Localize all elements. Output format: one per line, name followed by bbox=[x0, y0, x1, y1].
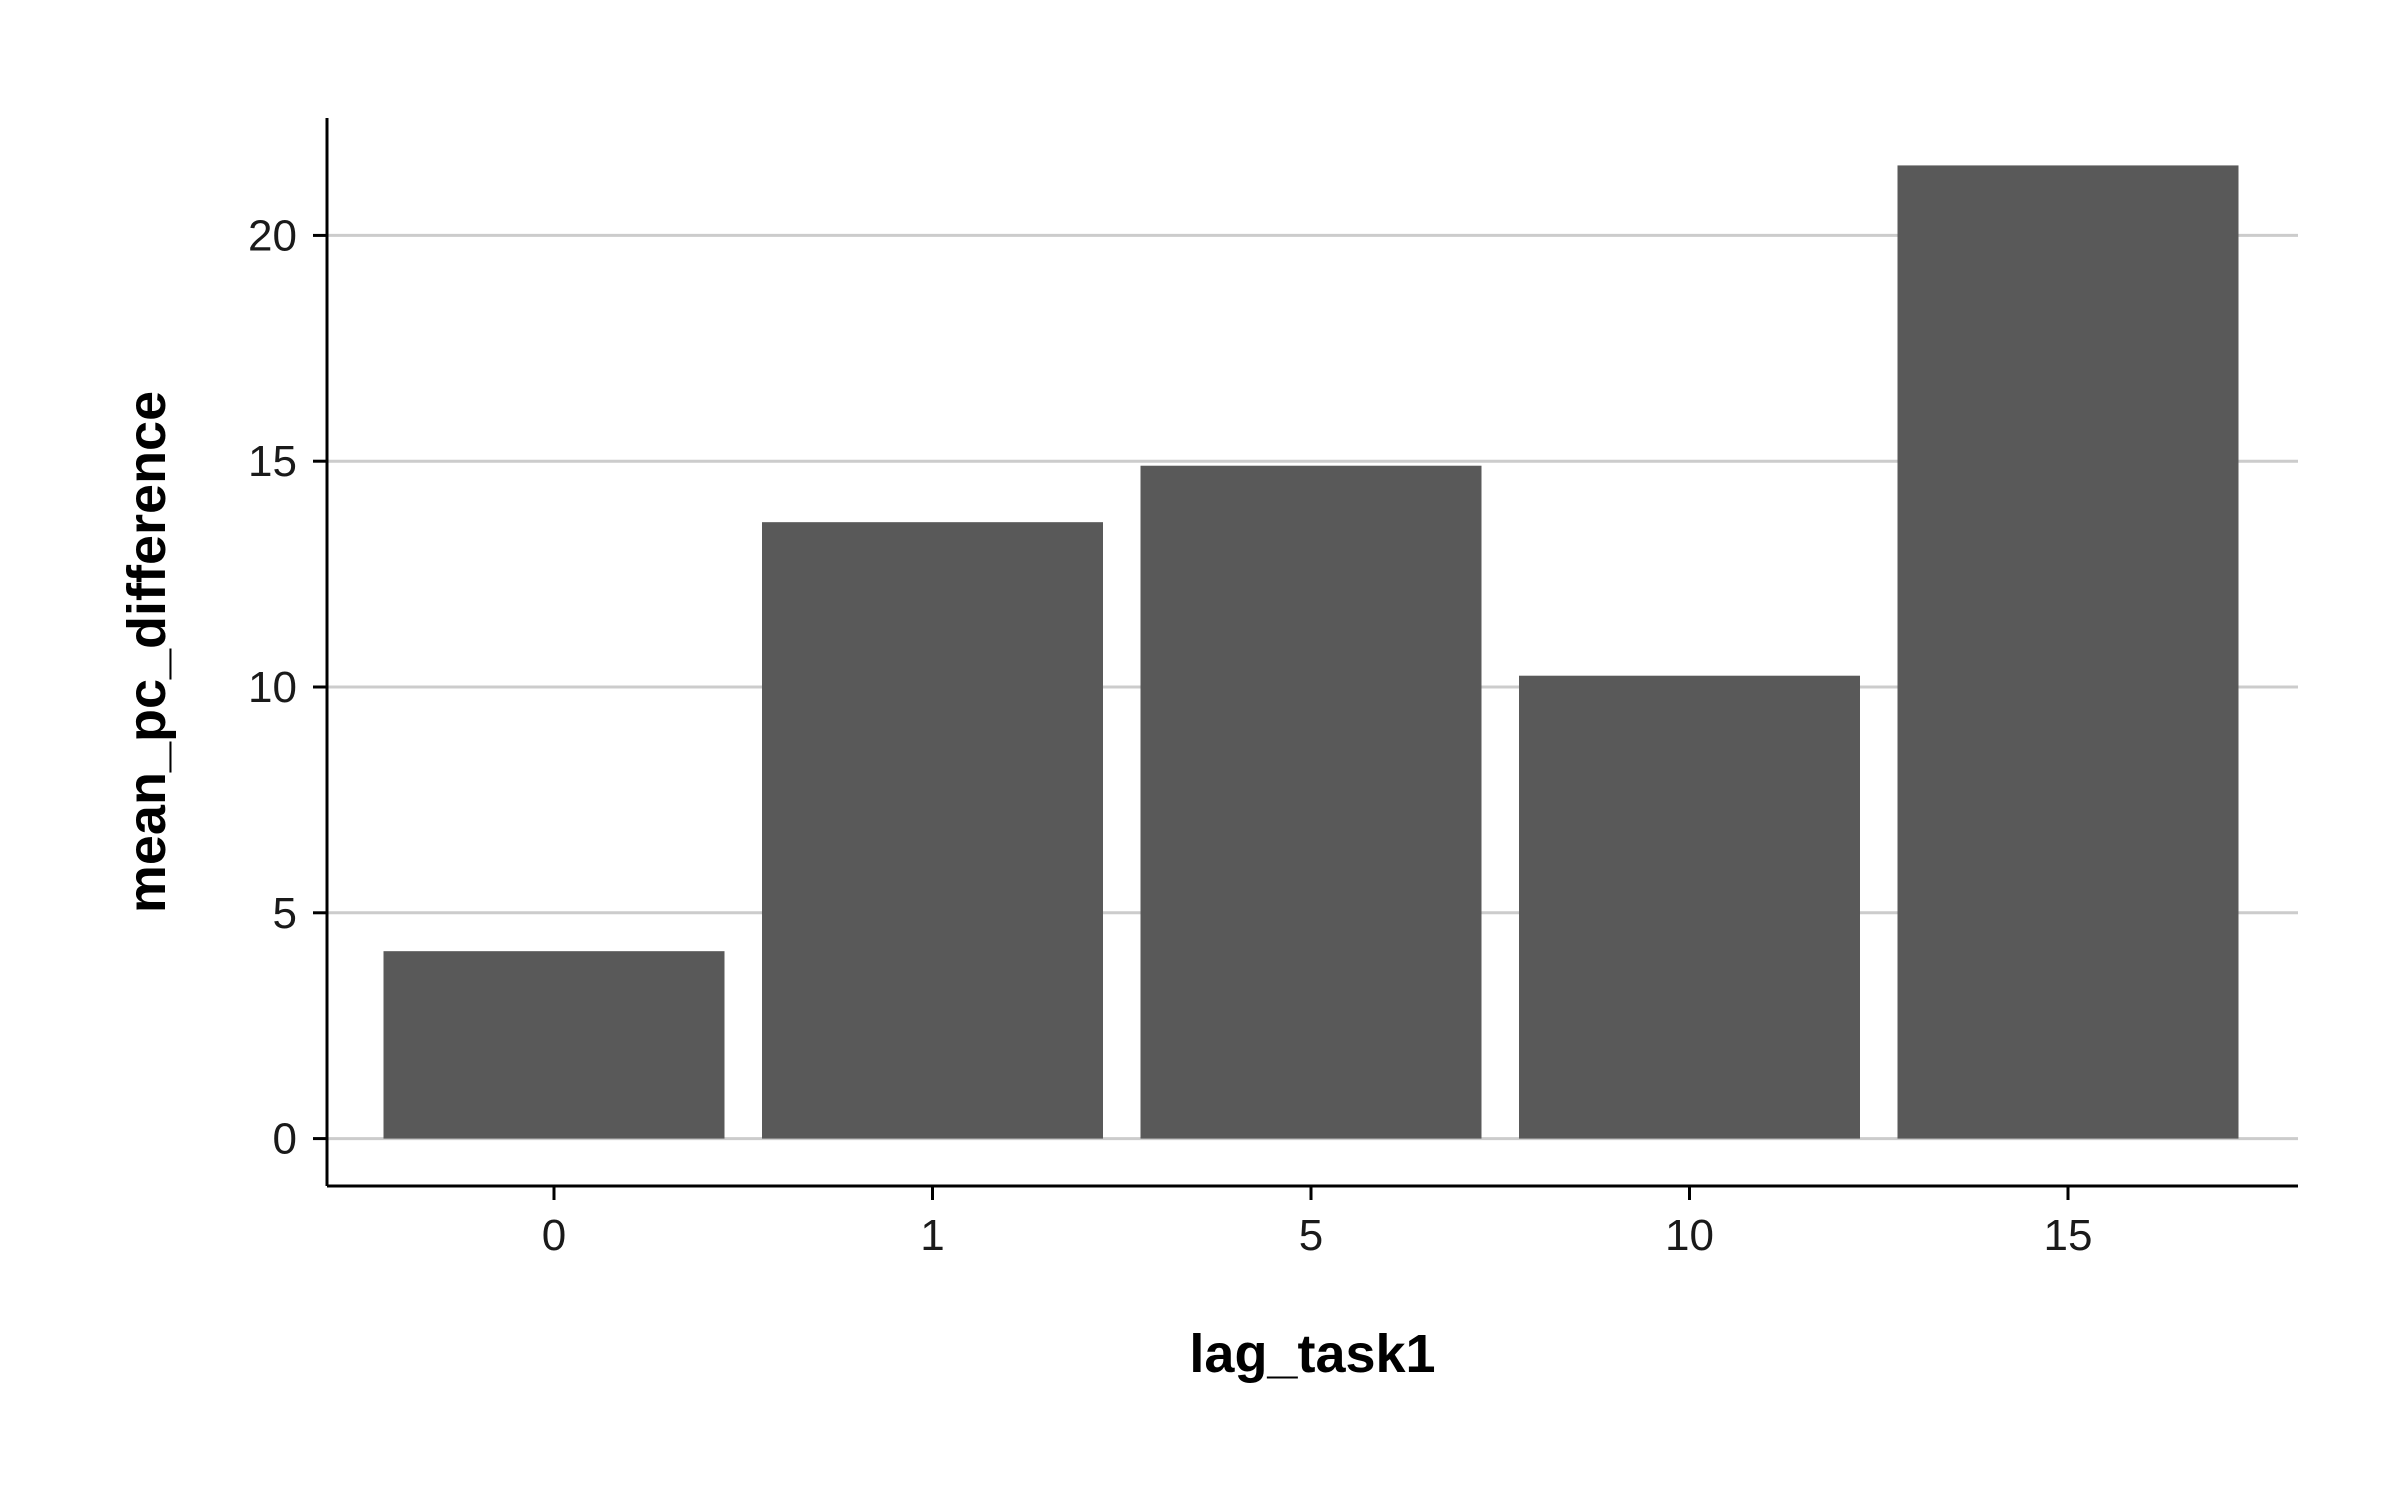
x-tick-label-5: 5 bbox=[1299, 1211, 1323, 1260]
bar-1 bbox=[762, 522, 1103, 1139]
y-tick-label-15: 15 bbox=[248, 437, 297, 486]
x-axis-ticks: 0 1 5 10 15 bbox=[542, 1186, 2093, 1260]
x-tick-label-15: 15 bbox=[2044, 1211, 2093, 1260]
y-axis-ticks: 0 5 10 15 20 bbox=[248, 211, 327, 1164]
x-axis-title: lag_task1 bbox=[1189, 1324, 1435, 1384]
bar-10 bbox=[1519, 675, 1860, 1139]
bar-0 bbox=[383, 951, 725, 1139]
x-tick-label-1: 1 bbox=[920, 1211, 944, 1260]
y-axis-title: mean_pc_difference bbox=[117, 391, 177, 913]
bar-5 bbox=[1140, 465, 1482, 1139]
x-tick-label-10: 10 bbox=[1665, 1211, 1714, 1260]
y-tick-label-20: 20 bbox=[248, 211, 297, 260]
y-tick-label-0: 0 bbox=[273, 1115, 297, 1164]
x-tick-label-0: 0 bbox=[542, 1211, 566, 1260]
bar-15 bbox=[1897, 165, 2239, 1139]
bars bbox=[383, 165, 2239, 1139]
y-tick-label-5: 5 bbox=[273, 889, 297, 938]
y-tick-label-10: 10 bbox=[248, 663, 297, 712]
